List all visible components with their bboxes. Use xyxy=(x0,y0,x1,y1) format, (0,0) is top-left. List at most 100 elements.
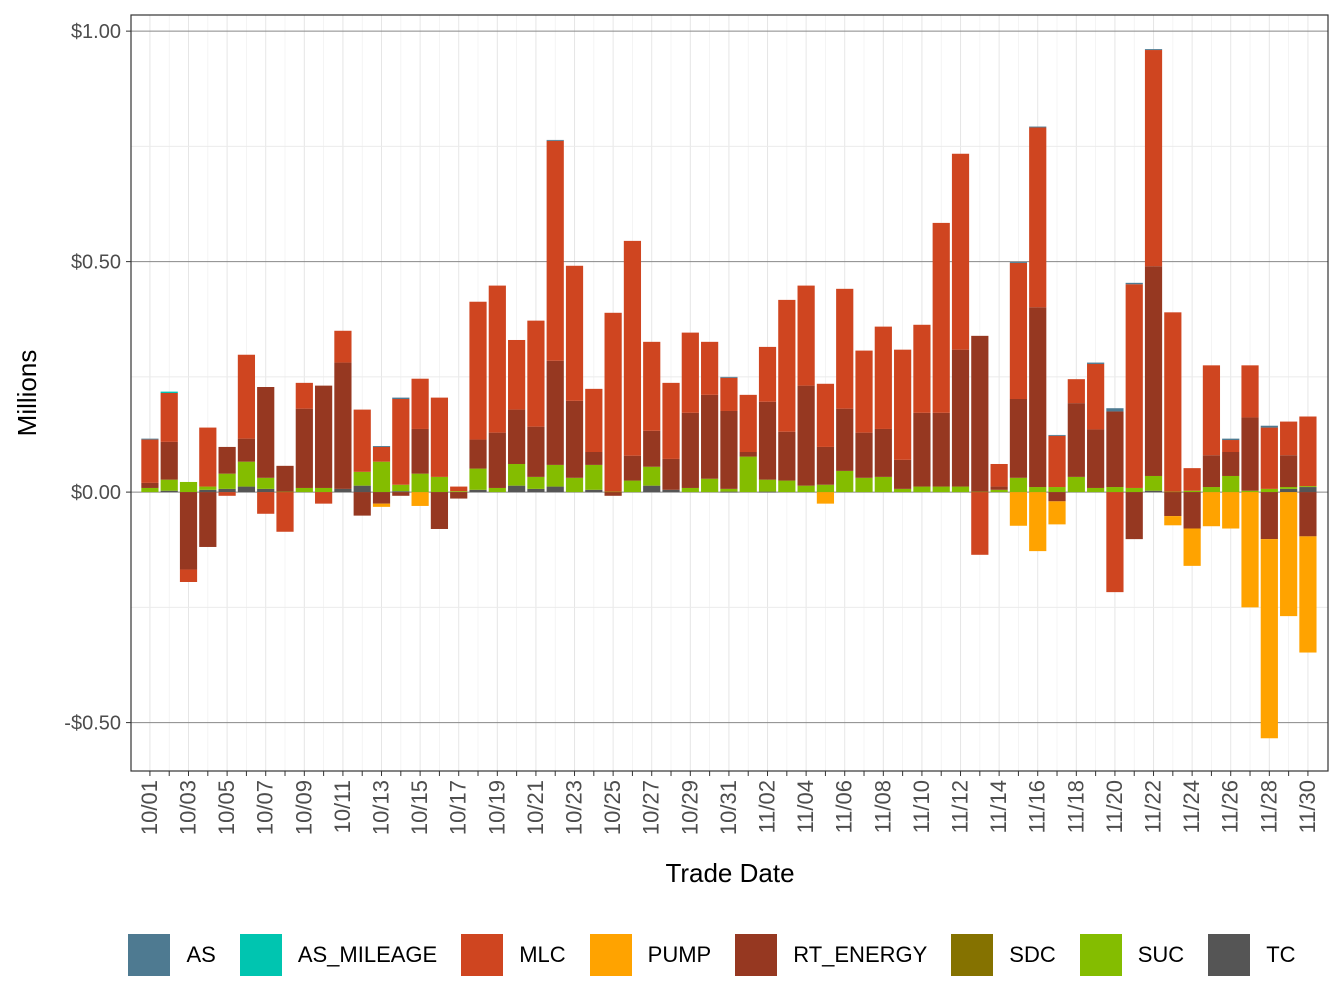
bar-suc-11-24 xyxy=(1183,490,1201,493)
legend-key xyxy=(239,934,282,976)
bar-tc-10-31 xyxy=(720,491,738,493)
bar-pump-11-25 xyxy=(1202,492,1221,527)
legend-item-tc: TC xyxy=(1208,934,1296,976)
x-tick-label: 10/03 xyxy=(176,780,201,835)
bar-rt_energy-10-03 xyxy=(179,492,198,570)
x-tick-label: 10/17 xyxy=(446,780,471,835)
bar-suc-11-12 xyxy=(951,486,970,493)
legend-item-rt_energy: RT_ENERGY xyxy=(735,934,927,976)
bar-rt_energy-11-29 xyxy=(1280,455,1298,488)
bar-rt_energy-10-06 xyxy=(237,438,256,462)
bar-mlc-10-08 xyxy=(276,492,294,532)
bar-pump-11-16 xyxy=(1029,492,1047,552)
bar-mlc-10-01 xyxy=(141,439,159,483)
bar-pump-10-15 xyxy=(411,492,429,506)
bar-mlc-11-17 xyxy=(1048,435,1066,488)
bar-as-10-31 xyxy=(720,376,738,378)
legend-key xyxy=(461,934,504,976)
bar-mlc-10-07 xyxy=(257,492,275,514)
bar-suc-10-25 xyxy=(604,491,622,493)
legend-label: PUMP xyxy=(647,942,712,967)
bar-mlc-10-05 xyxy=(218,492,236,496)
bar-mlc-11-28 xyxy=(1260,427,1278,489)
bar-suc-11-18 xyxy=(1067,476,1085,493)
bar-mlc-10-24 xyxy=(585,388,603,453)
bar-suc-10-06 xyxy=(237,461,256,487)
bar-mlc-11-26 xyxy=(1222,440,1240,453)
bar-suc-11-09 xyxy=(894,488,912,493)
bar-mlc-10-10 xyxy=(315,492,333,504)
legend-label: AS_MILEAGE xyxy=(297,942,438,967)
bar-mlc-10-21 xyxy=(527,320,545,427)
bar-mlc-10-27 xyxy=(643,341,661,431)
x-tick-label: 11/14 xyxy=(986,780,1011,833)
x-tick-label: 11/04 xyxy=(793,780,818,833)
bar-suc-10-18 xyxy=(469,468,487,490)
bar-tc-10-20 xyxy=(508,485,526,493)
bar-rt_energy-11-19 xyxy=(1087,429,1105,488)
bar-mlc-11-16 xyxy=(1029,127,1047,308)
bar-as-11-22 xyxy=(1144,49,1163,51)
bar-as-10-14 xyxy=(392,397,410,399)
bar-mlc-11-10 xyxy=(913,324,931,413)
bar-rt_energy-10-27 xyxy=(643,430,661,467)
bar-mlc-11-04 xyxy=(797,285,815,386)
x-tick-label: 10/11 xyxy=(330,780,355,833)
bar-suc-10-12 xyxy=(353,471,371,486)
bar-mlc-10-28 xyxy=(662,382,680,459)
bar-suc-10-09 xyxy=(295,487,313,493)
bar-mlc-11-20 xyxy=(1106,492,1124,593)
bar-suc-11-19 xyxy=(1087,487,1105,493)
bar-suc-11-04 xyxy=(797,485,815,493)
bar-rt_energy-11-07 xyxy=(855,432,873,478)
bar-suc-10-27 xyxy=(643,466,661,486)
bar-pump-10-13 xyxy=(372,503,391,507)
bar-rt_energy-11-06 xyxy=(836,408,854,471)
bar-suc-11-21 xyxy=(1125,487,1143,493)
bar-mlc-10-16 xyxy=(430,397,449,477)
bar-rt_energy-11-17 xyxy=(1048,492,1066,502)
bar-mlc-11-29 xyxy=(1280,421,1298,456)
bar-rt_energy-10-04 xyxy=(199,492,217,547)
bar-suc-11-25 xyxy=(1202,487,1221,493)
bar-suc-10-02 xyxy=(160,479,178,491)
legend-label: RT_ENERGY xyxy=(793,942,928,967)
bar-as-10-22 xyxy=(546,139,564,141)
bar-mlc-10-18 xyxy=(469,301,487,440)
bar-tc-11-29 xyxy=(1280,488,1298,493)
bar-rt_energy-10-14 xyxy=(392,492,410,496)
bar-suc-10-15 xyxy=(411,473,429,493)
bar-as-10-13 xyxy=(372,446,391,447)
bar-mlc-10-09 xyxy=(295,382,313,409)
bar-suc-10-03 xyxy=(179,481,198,493)
bar-rt_energy-10-25 xyxy=(604,492,622,496)
bar-suc-11-28 xyxy=(1260,488,1278,493)
bar-suc-11-07 xyxy=(855,477,873,493)
bar-mlc-10-04 xyxy=(199,427,217,487)
bar-suc-10-13 xyxy=(372,461,391,493)
bar-rt_energy-10-23 xyxy=(565,400,584,478)
bar-suc-10-29 xyxy=(681,487,699,493)
bar-rt_energy-11-22 xyxy=(1144,266,1163,476)
bar-rt_energy-11-02 xyxy=(758,401,777,480)
bar-mlc-10-11 xyxy=(334,330,352,363)
bar-suc-10-19 xyxy=(488,487,506,493)
legend: AS AS_MILEAGE MLC PUMP RT_ENERGY SDC SUC TC xyxy=(0,934,1344,976)
bar-suc-10-16 xyxy=(430,476,449,493)
bar-tc-10-22 xyxy=(546,486,564,493)
bar-tc-11-22 xyxy=(1144,490,1163,493)
bar-rt_energy-10-26 xyxy=(623,455,642,481)
bar-as-11-20 xyxy=(1106,408,1124,412)
x-tick-label: 10/09 xyxy=(291,780,316,835)
bar-tc-11-30 xyxy=(1299,487,1317,493)
bar-rt_energy-10-24 xyxy=(585,452,603,465)
bar-mlc-11-07 xyxy=(855,350,873,433)
bar-rt_energy-11-08 xyxy=(874,428,892,477)
bar-suc-11-22 xyxy=(1144,475,1163,491)
bar-suc-10-04 xyxy=(199,486,217,490)
bar-suc-11-26 xyxy=(1222,475,1240,493)
bar-suc-11-14 xyxy=(990,489,1008,493)
bar-rt_energy-11-25 xyxy=(1202,455,1221,488)
legend-key xyxy=(951,934,994,976)
bar-mlc-11-24 xyxy=(1183,468,1201,491)
